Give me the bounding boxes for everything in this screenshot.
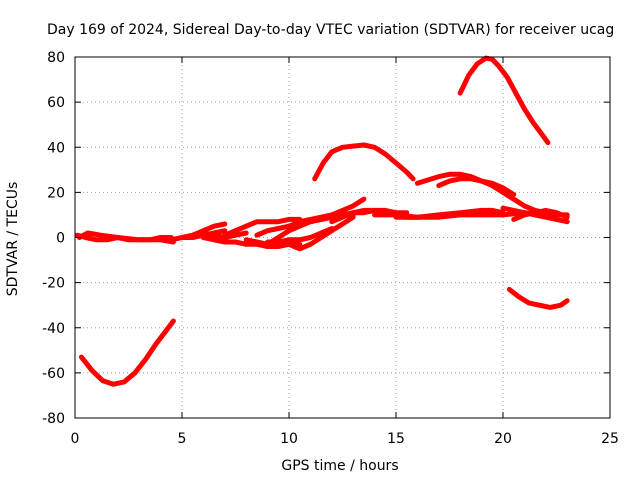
x-tick-label: 15 bbox=[387, 431, 405, 447]
y-tick-label: 20 bbox=[47, 185, 65, 201]
series-line-arc-21 bbox=[436, 176, 517, 198]
y-tick-label: 60 bbox=[47, 95, 65, 111]
y-tick-label: -40 bbox=[42, 321, 65, 337]
x-tick-label: 10 bbox=[280, 431, 298, 447]
x-tick-label: 25 bbox=[601, 431, 619, 447]
series-line-arc-22 bbox=[457, 55, 551, 146]
y-tick-label: 40 bbox=[47, 140, 65, 156]
series-line-arc-11 bbox=[275, 214, 356, 252]
series-line-arc-16 bbox=[312, 142, 416, 182]
x-tick-label: 20 bbox=[494, 431, 512, 447]
y-tick-label: -80 bbox=[42, 411, 65, 427]
x-tick-label: 5 bbox=[178, 431, 187, 447]
y-tick-label: 0 bbox=[56, 231, 65, 247]
y-axis-label: SDTVAR / TECUs bbox=[5, 182, 21, 297]
series-layer bbox=[74, 55, 570, 387]
y-tick-label: -60 bbox=[42, 366, 65, 382]
x-tick-label: 0 bbox=[71, 431, 80, 447]
chart-title: Day 169 of 2024, Sidereal Day-to-day VTE… bbox=[47, 22, 614, 38]
series-line-arc-2 bbox=[76, 230, 176, 245]
axis-ticks: 0 5 10 15 20 25 -80 -60 -40 -20 0 20 40 60 80 bbox=[42, 50, 619, 447]
y-tick-label: 80 bbox=[47, 50, 65, 66]
x-axis-label: GPS time / hours bbox=[281, 458, 398, 474]
series-line-arc-6 bbox=[190, 230, 249, 240]
series-line-arc-3 bbox=[78, 318, 176, 387]
series-line-arc-25 bbox=[506, 286, 570, 310]
y-tick-label: -20 bbox=[42, 276, 65, 292]
series-line-arc-24 bbox=[511, 207, 570, 222]
series-line-arc-19 bbox=[393, 207, 506, 220]
series-line-arc-8 bbox=[222, 216, 303, 238]
series-line-arc-10 bbox=[265, 226, 335, 245]
series-line-arc-17 bbox=[329, 207, 410, 225]
